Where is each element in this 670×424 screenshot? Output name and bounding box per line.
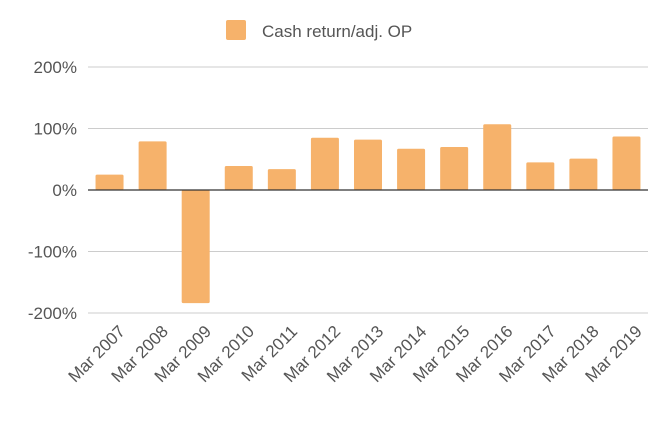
bar	[310, 137, 339, 190]
bar	[440, 146, 469, 190]
bar	[181, 190, 210, 304]
y-tick-label: 100%	[34, 120, 77, 139]
y-tick-label: 0%	[52, 181, 77, 200]
legend-swatch	[226, 20, 246, 40]
bar	[483, 124, 512, 190]
y-axis-tick-labels: -200% -100% 0% 100% 200%	[28, 58, 77, 323]
bar	[354, 139, 382, 190]
bars	[95, 124, 641, 304]
bar	[267, 169, 296, 190]
y-tick-label: 200%	[34, 58, 77, 77]
bar	[612, 136, 641, 190]
bar	[138, 141, 167, 190]
bar	[397, 148, 426, 190]
gridlines	[88, 66, 648, 314]
bar	[569, 158, 598, 190]
y-tick-label: -200%	[28, 304, 77, 323]
bar	[95, 174, 124, 190]
y-tick-label: -100%	[28, 243, 77, 262]
bar	[526, 162, 555, 190]
legend-label: Cash return/adj. OP	[262, 22, 412, 41]
bar	[224, 166, 253, 190]
legend: Cash return/adj. OP	[226, 20, 412, 41]
